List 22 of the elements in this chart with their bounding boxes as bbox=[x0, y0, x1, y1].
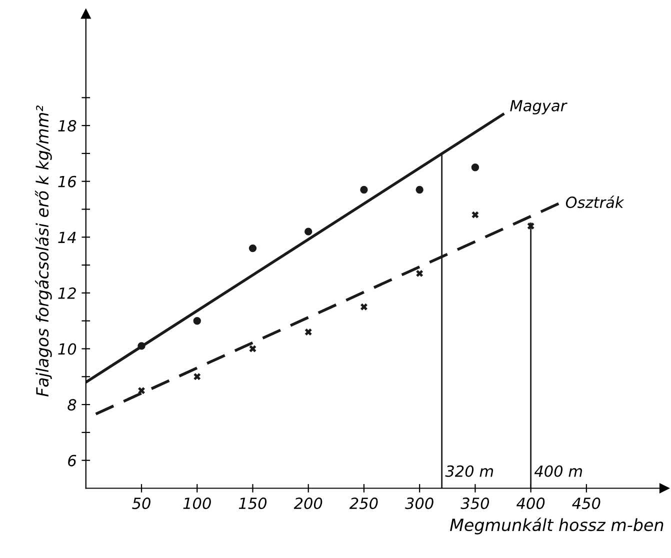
y-tick-label: 10 bbox=[58, 343, 76, 355]
x-tick-label: 200 bbox=[294, 498, 322, 510]
y-tick-label: 14 bbox=[58, 232, 76, 243]
y-tick-label: 18 bbox=[58, 120, 76, 132]
x-tick-label: 250 bbox=[349, 498, 378, 510]
y-tick-label: 12 bbox=[58, 287, 76, 299]
x-axis-title: Megmunkált hossz m-ben bbox=[450, 518, 664, 534]
x-tick-label: 300 bbox=[405, 498, 434, 510]
x-tick-label: 150 bbox=[238, 498, 267, 510]
series-label: Osztrák bbox=[566, 196, 624, 208]
annotation: 400 m bbox=[534, 465, 582, 477]
y-tick-label: 16 bbox=[58, 176, 76, 188]
x-tick-label: 50 bbox=[132, 498, 150, 510]
x-tick-label: 450 bbox=[572, 498, 600, 510]
x-tick-label: 350 bbox=[460, 498, 490, 510]
y-tick-label: 6 bbox=[68, 454, 76, 466]
x-tick-label: 100 bbox=[183, 498, 211, 510]
y-axis-title: Fajlagos forgácsolási erő k kg/mm² bbox=[35, 105, 52, 397]
x-tick-label: 400 bbox=[516, 498, 545, 510]
y-tick-label: 8 bbox=[68, 399, 76, 411]
annotation: 320 m bbox=[445, 465, 494, 477]
series-label: Magyar bbox=[510, 100, 568, 114]
